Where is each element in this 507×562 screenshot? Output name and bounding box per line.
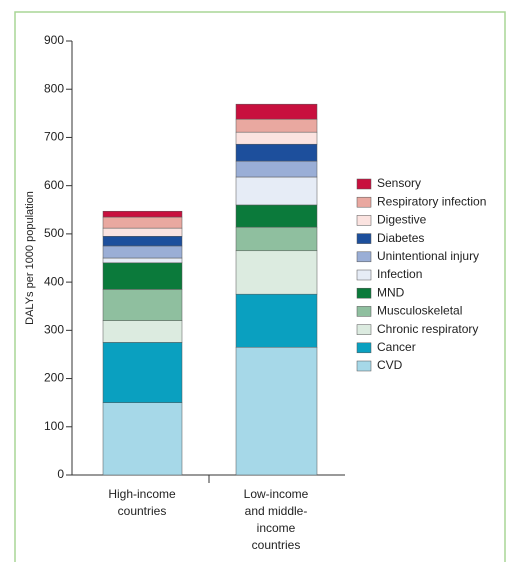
legend-label: Digestive bbox=[377, 213, 427, 227]
y-tick-label: 100 bbox=[44, 419, 64, 433]
bar-segment bbox=[235, 204, 318, 228]
legend-swatch bbox=[356, 178, 372, 190]
y-tick-label: 0 bbox=[57, 467, 64, 481]
y-tick-label: 500 bbox=[44, 226, 64, 240]
bar-segment bbox=[235, 160, 318, 178]
legend-label: Chronic respiratory bbox=[377, 322, 478, 336]
legend-swatch bbox=[356, 306, 372, 317]
bar-segment bbox=[102, 257, 183, 264]
bar-segment bbox=[235, 131, 318, 145]
bar-segment bbox=[102, 210, 183, 218]
legend-swatch bbox=[356, 233, 372, 244]
y-tick-label: 600 bbox=[44, 178, 64, 192]
bar-segment bbox=[235, 346, 318, 476]
legend-label: CVD bbox=[377, 358, 403, 372]
bar-segment bbox=[102, 227, 183, 237]
y-axis-label: DALYs per 1000 population bbox=[24, 191, 36, 325]
legend-label: Diabetes bbox=[377, 231, 424, 245]
legend-label: MND bbox=[377, 285, 405, 299]
legend-label: Infection bbox=[377, 267, 422, 281]
x-tick-label: Low-income and middle-income countries bbox=[243, 487, 309, 552]
legend-label: Respiratory infection bbox=[377, 194, 486, 208]
legend-swatch bbox=[356, 215, 372, 226]
y-tick-label: 300 bbox=[44, 323, 64, 337]
legend-label: Musculoskeletal bbox=[377, 304, 462, 318]
y-tick-label: 900 bbox=[44, 33, 64, 47]
y-tick-label: 200 bbox=[44, 371, 64, 385]
y-tick-label: 800 bbox=[44, 81, 64, 95]
legend-label: Sensory bbox=[377, 176, 421, 190]
y-tick-label: 400 bbox=[44, 274, 64, 288]
bar-segment bbox=[235, 143, 318, 162]
bar-segment bbox=[235, 176, 318, 206]
bar-segment bbox=[102, 342, 183, 403]
bar-segment bbox=[102, 320, 183, 343]
bar-segment bbox=[235, 103, 318, 120]
bar-segment bbox=[102, 216, 183, 229]
frame bbox=[14, 11, 506, 562]
bar-segment bbox=[235, 118, 318, 133]
x-tick-label: High-income countries bbox=[108, 487, 176, 518]
legend-swatch bbox=[356, 360, 372, 372]
bar-segment bbox=[102, 245, 183, 259]
bar-segment bbox=[102, 236, 183, 247]
legend-swatch bbox=[356, 342, 372, 354]
bar-segment bbox=[235, 250, 318, 295]
y-tick-label: 700 bbox=[44, 130, 64, 144]
legend-label: Cancer bbox=[377, 340, 416, 354]
bar-segment bbox=[235, 293, 318, 348]
legend-swatch bbox=[356, 287, 372, 299]
legend-label: Unintentional injury bbox=[377, 249, 479, 263]
legend-swatch bbox=[356, 196, 372, 208]
bar-segment bbox=[102, 262, 183, 290]
bar-segment bbox=[102, 402, 183, 476]
legend-swatch bbox=[356, 269, 372, 281]
legend-swatch bbox=[356, 251, 372, 263]
bar-segment bbox=[235, 226, 318, 252]
legend-swatch bbox=[356, 324, 372, 335]
bar-segment bbox=[102, 289, 183, 321]
